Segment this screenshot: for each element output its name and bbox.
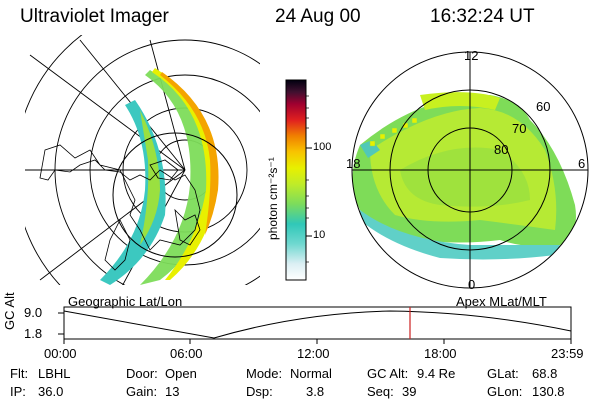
dsp-value: 3.8 [306, 384, 325, 399]
y-tick-9: 9.0 [24, 305, 43, 320]
glon-value: 130.8 [532, 384, 565, 399]
glat-value: 68.8 [532, 366, 558, 381]
y-tick-1-8: 1.8 [24, 326, 43, 341]
right-panel-caption: Apex MLat/MLT [456, 294, 547, 309]
seq-value: 39 [402, 384, 417, 399]
gain-value: 13 [165, 384, 180, 399]
mode-value: Normal [290, 366, 332, 381]
date-label: 24 Aug 00 [275, 6, 361, 27]
colorbar-tick-10: 10 [313, 229, 326, 241]
dsp-label: Dsp: [246, 384, 273, 399]
gc-alt-value: 9.4 Re [417, 366, 456, 381]
mlat-label-60: 60 [536, 99, 551, 114]
x-tick-2359: 23:59 [551, 346, 584, 361]
mlat-label-70: 70 [512, 121, 527, 136]
color-bar [285, 79, 312, 281]
colorbar-unit-label: photon cm⁻²s⁻¹ [266, 157, 280, 240]
geographic-map [25, 35, 260, 285]
x-tick-1200: 12:00 [297, 346, 330, 361]
gc-alt-label: GC Alt: [367, 366, 409, 381]
instrument-title: Ultraviolet Imager [20, 6, 169, 27]
gain-label: Gain: [126, 384, 158, 399]
polar-plot [351, 51, 589, 289]
mlt-label-12: 12 [464, 48, 479, 63]
x-tick-0600: 06:00 [170, 346, 203, 361]
altitude-timeline [58, 306, 572, 344]
x-tick-0000: 00:00 [44, 346, 77, 361]
glon-label: GLon: [487, 384, 523, 399]
mlt-label-0: 0 [468, 277, 476, 292]
time-label: 16:32:24 UT [430, 6, 535, 27]
filter-label: Flt: [10, 366, 29, 381]
door-value: Open [165, 366, 197, 381]
mode-label: Mode: [246, 366, 283, 381]
colorbar-tick-100: 100 [313, 141, 332, 153]
filter-value: LBHL [38, 366, 71, 381]
ip-value: 36.0 [38, 384, 64, 399]
seq-label: Seq: [367, 384, 394, 399]
x-tick-1800: 18:00 [424, 346, 457, 361]
mlt-label-6: 6 [578, 156, 586, 171]
mlat-label-80: 80 [494, 142, 509, 157]
timeline-axis-title: GC Alt [2, 292, 17, 330]
glat-label: GLat: [487, 366, 519, 381]
left-panel-caption: Geographic Lat/Lon [68, 294, 183, 309]
door-label: Door: [126, 366, 158, 381]
mlt-label-18: 18 [346, 156, 361, 171]
ip-label: IP: [10, 384, 26, 399]
